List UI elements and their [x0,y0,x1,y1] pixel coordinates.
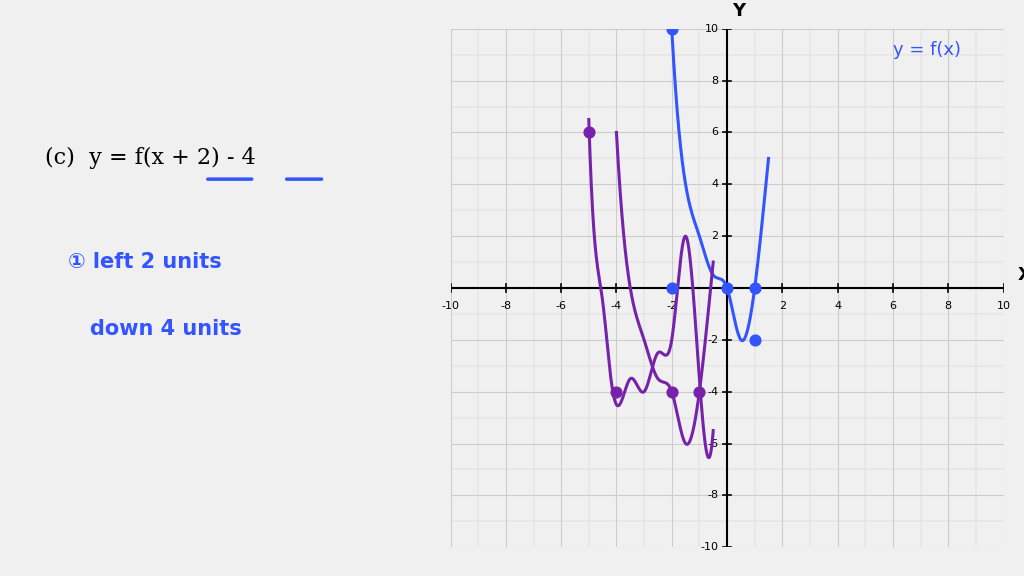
Text: -4: -4 [708,386,719,397]
Text: 6: 6 [890,301,896,311]
Point [746,283,763,293]
Point [719,283,735,293]
Text: -10: -10 [441,301,460,311]
Text: y = f(x): y = f(x) [893,41,961,59]
Point [664,387,680,396]
Text: -4: -4 [611,301,622,311]
Text: -8: -8 [708,490,719,501]
Text: -6: -6 [708,438,719,449]
Text: 10: 10 [996,301,1011,311]
Text: Y: Y [732,2,745,20]
Point [691,387,708,396]
Text: 8: 8 [712,75,719,86]
Point [608,387,625,396]
Point [664,24,680,33]
Text: -10: -10 [700,542,719,552]
Text: -6: -6 [556,301,566,311]
Text: 4: 4 [835,301,841,311]
Text: -2: -2 [708,335,719,345]
Text: 6: 6 [712,127,719,138]
Text: 2: 2 [779,301,785,311]
Text: X: X [1018,266,1024,284]
Point [664,283,680,293]
Text: 10: 10 [705,24,719,34]
Text: 4: 4 [712,179,719,190]
Text: 8: 8 [945,301,951,311]
Text: (c)  y = f(x + 2) - 4: (c) y = f(x + 2) - 4 [45,147,256,169]
Text: down 4 units: down 4 units [90,320,242,339]
Text: -2: -2 [667,301,677,311]
Text: 2: 2 [712,231,719,241]
Text: -8: -8 [501,301,511,311]
Text: ① left 2 units: ① left 2 units [68,252,221,272]
Point [581,128,597,137]
Point [746,335,763,344]
